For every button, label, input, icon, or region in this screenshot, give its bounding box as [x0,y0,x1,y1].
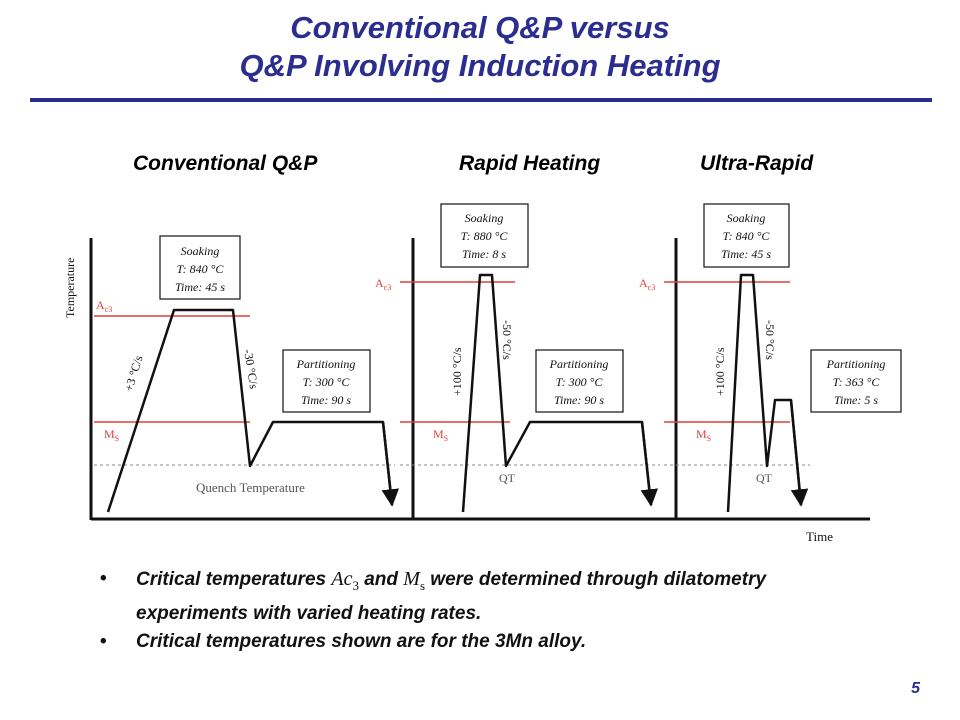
ms-symbol: Ms [403,568,426,593]
soaking-time-panel2: Time: 8 s [462,247,506,261]
ac3-symbol: Ac3 [331,568,359,593]
title-rule [30,98,932,102]
partitioning-time-panel3: Time: 5 s [834,393,878,407]
slide-title-line1: Conventional Q&P versus [290,10,670,45]
ac3-label-panel1: Ac3 [96,298,112,314]
qt-label-panel3: QT [756,471,773,485]
partitioning-title-panel3: Partitioning [826,357,886,371]
heat-rate-label-panel2: +100 °C/s [450,347,464,396]
end-arrow-panel1 [381,421,400,507]
page-number: 5 [911,680,920,697]
y-axis-label: Temperature [63,258,77,318]
cool-rate-label-panel2: -50 °C/s [500,320,514,360]
bullet-list: • Critical temperatures Ac3 and Ms were d… [100,565,860,656]
soaking-title-panel3: Soaking [727,211,766,225]
partitioning-temp-panel2: T: 300 °C [556,375,604,389]
soaking-temp-panel1: T: 840 °C [177,262,225,276]
soaking-box-panel3 [703,203,790,268]
bullet-marker: • [100,631,107,652]
partitioning-box-panel3 [810,349,902,413]
partitioning-box-panel2 [535,349,624,413]
soaking-temp-panel2: T: 880 °C [461,229,509,243]
slide-title-line2: Q&P Involving Induction Heating [239,48,721,83]
bullet-marker: • [100,568,107,589]
ms-label-panel3: MS [696,427,711,443]
column-heading-conventional: Conventional Q&P [133,152,318,175]
bullet-item-1: • Critical temperatures Ac3 and Ms were d… [100,565,860,628]
soaking-temp-panel3: T: 840 °C [723,229,771,243]
x-axis-label: Time [806,529,833,544]
partitioning-title-panel1: Partitioning [296,357,356,371]
end-arrow-panel3 [789,399,809,507]
partitioning-time-panel1: Time: 90 s [301,393,351,407]
partitioning-box-panel1 [282,349,371,413]
soaking-box-panel1 [159,235,241,300]
partitioning-time-panel2: Time: 90 s [554,393,604,407]
partitioning-temp-panel1: T: 300 °C [303,375,351,389]
bullet1-text-end: were determined through dilatometry expe… [136,569,767,624]
partitioning-title-panel2: Partitioning [549,357,609,371]
soaking-box-panel2 [440,203,529,268]
bullet1-text-and: and [358,569,404,590]
cool-rate-label-panel1: -30 °C/s [241,348,261,390]
heat-rate-label-panel3: +100 °C/s [713,347,727,396]
soaking-title-panel1: Soaking [181,244,220,258]
cool-rate-label-panel3: -50 °C/s [763,320,777,360]
column-heading-ultra: Ultra-Rapid [700,152,814,175]
ac3-label-panel2: Ac3 [375,276,391,292]
qt-label-panel2: QT [499,471,516,485]
end-arrow-panel2 [640,421,659,507]
bullet2-text: Critical temperatures shown are for the … [136,631,587,652]
soaking-title-panel2: Soaking [465,211,504,225]
ac3-label-panel3: Ac3 [639,276,655,292]
heat-rate-label-panel1: +3 °C/s [121,353,145,392]
soaking-time-panel3: Time: 45 s [721,247,771,261]
soaking-time-panel1: Time: 45 s [175,280,225,294]
bullet-item-2: • Critical temperatures shown are for the… [100,628,860,656]
bullet1-text-start: Critical temperatures [136,569,332,590]
quench-temperature-label: Quench Temperature [196,480,305,495]
ms-label-panel2: MS [433,427,448,443]
ms-label-panel1: MS [104,427,119,443]
partitioning-temp-panel3: T: 363 °C [833,375,881,389]
column-heading-rapid: Rapid Heating [459,152,601,175]
